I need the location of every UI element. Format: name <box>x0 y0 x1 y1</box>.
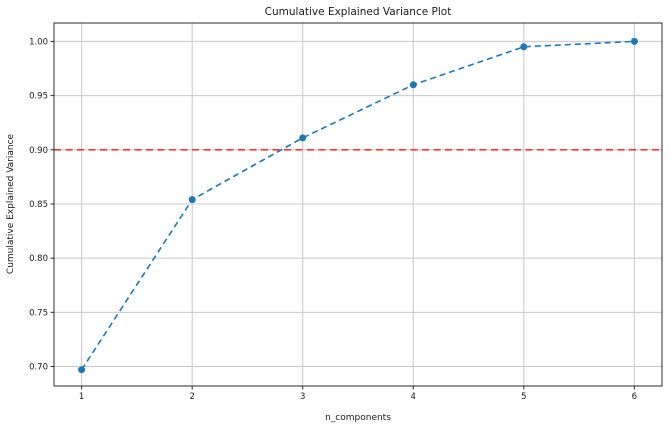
y-axis-label: Cumulative Explained Variance <box>6 133 16 274</box>
data-point-2 <box>188 196 196 204</box>
data-layer <box>54 37 662 374</box>
y-tick-label: 0.85 <box>29 200 48 210</box>
y-tick-label: 0.70 <box>29 362 48 372</box>
y-tick-label: 0.95 <box>29 92 48 102</box>
x-tick-label: 1 <box>79 392 84 402</box>
data-point-6 <box>630 37 638 45</box>
axes-spines <box>53 22 663 387</box>
y-tick-label: 0.90 <box>29 146 48 156</box>
x-tick-label: 6 <box>632 392 637 402</box>
series-line <box>80 40 635 371</box>
data-point-1 <box>78 366 86 374</box>
data-point-3 <box>299 134 307 142</box>
x-tick-label: 5 <box>521 392 526 402</box>
plot-area <box>54 23 662 386</box>
y-tick-label: 1.00 <box>29 37 48 47</box>
x-tick-label: 2 <box>189 392 194 402</box>
grid-layer <box>54 23 662 386</box>
y-tick-label: 0.80 <box>29 254 48 264</box>
data-point-5 <box>520 43 528 51</box>
axis-layer: 1 2 3 4 5 6 0.70 0.75 0.80 0.85 0.90 0.95 1.00 <box>29 22 663 402</box>
x-tick-label: 3 <box>300 392 305 402</box>
x-axis-label: n_components <box>325 413 391 423</box>
chart-title: Cumulative Explained Variance Plot <box>265 6 452 18</box>
y-tick-label: 0.75 <box>29 308 48 318</box>
x-tick-label: 4 <box>411 392 416 402</box>
data-point-4 <box>409 81 417 89</box>
